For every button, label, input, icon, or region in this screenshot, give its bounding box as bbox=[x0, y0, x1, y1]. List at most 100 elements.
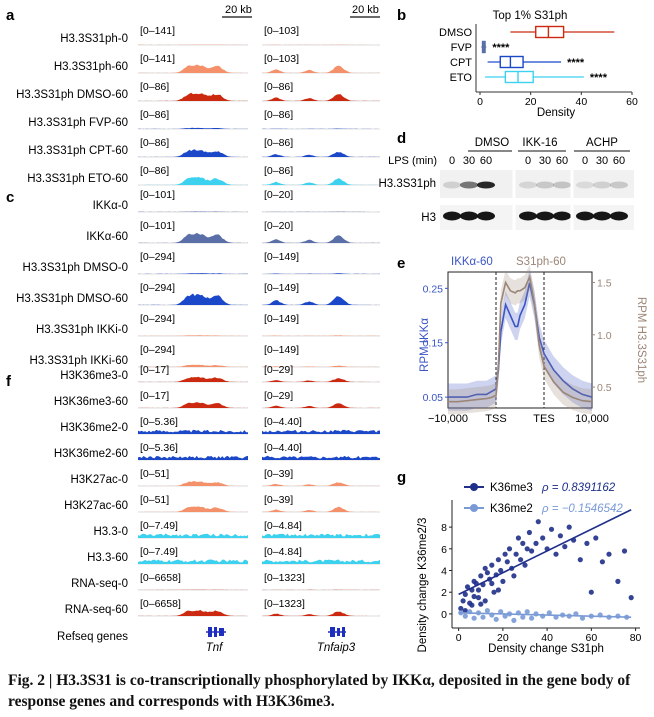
blot-band-s31ph bbox=[553, 181, 571, 189]
track-range-left: [0–17] bbox=[140, 390, 169, 402]
track-signal-right bbox=[262, 429, 380, 434]
track-range-left: [0–7.49] bbox=[140, 546, 178, 558]
track-range-right: [0–4.84] bbox=[264, 546, 302, 558]
g-point bbox=[480, 614, 486, 620]
track-range-left: [0–6658] bbox=[140, 572, 181, 584]
e-series-line bbox=[448, 274, 593, 403]
panel-letter-d: d bbox=[397, 130, 406, 147]
g-point bbox=[548, 526, 555, 532]
track-signal-left bbox=[138, 364, 248, 367]
g-point bbox=[489, 562, 495, 568]
g-point bbox=[462, 591, 468, 598]
g-legend-label: K36me2 bbox=[490, 503, 533, 515]
g-point bbox=[533, 611, 539, 617]
blot-band-s31ph bbox=[610, 181, 628, 189]
panel-c-tracks: IKKα-0 [0–101] [0–20] IKKα-60 [0–101] [0–20] H… bbox=[16, 189, 380, 368]
track-row: H3.3S31ph FVP-60 [0–86] [0–86] bbox=[28, 109, 380, 130]
track-row: H3K36me2-0 [0–5.36] [0–4.40] bbox=[60, 416, 380, 435]
e-right-tick-label: 1.5 bbox=[597, 277, 612, 289]
track-signal-right bbox=[262, 94, 380, 101]
track-row: H3.3S31ph IKKi-0 [0–294] [0–149] bbox=[36, 313, 380, 337]
track-range-left: [0–294] bbox=[140, 282, 175, 294]
g-point bbox=[471, 615, 477, 621]
timepoint-label: 30 bbox=[463, 155, 475, 167]
blot-band-h3 bbox=[610, 211, 628, 221]
track-label: H3.3S31ph DMSO-60 bbox=[16, 293, 128, 305]
e-x-tick-label: TES bbox=[533, 413, 554, 425]
track-row: H3.3-60 [0–7.49] [0–4.84] bbox=[87, 546, 380, 565]
g-point bbox=[504, 559, 510, 565]
g-point bbox=[462, 613, 468, 619]
g-point bbox=[529, 615, 535, 621]
track-range-right: [0–1323] bbox=[264, 598, 305, 610]
g-point bbox=[462, 608, 468, 614]
track-signal-left bbox=[138, 92, 248, 101]
panel-letter-c: c bbox=[6, 189, 14, 206]
blot-band-h3 bbox=[553, 211, 571, 221]
timepoint-label: 30 bbox=[539, 155, 551, 167]
track-signal-left bbox=[138, 64, 248, 73]
track-range-left: [0–101] bbox=[140, 189, 175, 201]
track-label: H3.3S31ph DMSO-0 bbox=[23, 262, 128, 274]
track-signal-right bbox=[262, 365, 380, 367]
track-range-right: [0–149] bbox=[264, 251, 299, 263]
e-left-tick-label: 0.15 bbox=[423, 338, 444, 350]
track-signal-right bbox=[262, 482, 380, 486]
g-point bbox=[621, 548, 628, 554]
timepoint-label: 0 bbox=[582, 155, 588, 167]
g-point bbox=[484, 570, 490, 576]
g-point bbox=[562, 544, 568, 550]
g-point bbox=[520, 540, 526, 547]
timepoint-label: 0 bbox=[525, 155, 531, 167]
track-range-left: [0–294] bbox=[140, 251, 175, 263]
g-point bbox=[502, 551, 508, 557]
track-label: H3.3S31ph IKKi-60 bbox=[30, 355, 128, 367]
blot-band-h3 bbox=[519, 211, 537, 221]
track-label: H3K36me2-60 bbox=[54, 448, 128, 460]
blot-label-s31ph: H3.3S31ph bbox=[378, 178, 436, 190]
panel-letter-b: b bbox=[397, 7, 406, 24]
track-range-left: [0–101] bbox=[140, 220, 175, 232]
track-range-left: [0–86] bbox=[140, 81, 169, 93]
track-signal-right bbox=[262, 335, 380, 336]
track-range-left: [0–51] bbox=[140, 468, 169, 480]
g-point bbox=[482, 598, 488, 604]
track-signal-right bbox=[262, 128, 380, 129]
track-row: H3.3S31ph ETO-60 [0–86] [0–86] bbox=[27, 165, 380, 186]
track-range-right: [0–39] bbox=[264, 468, 293, 480]
b-significance: **** bbox=[590, 72, 608, 84]
lps-label: LPS (min) bbox=[388, 155, 437, 167]
track-row: H3K36me3-60 [0–17] [0–29] bbox=[54, 390, 380, 409]
track-range-left: [0–17] bbox=[140, 364, 169, 376]
g-point bbox=[493, 616, 499, 622]
b-box bbox=[499, 55, 524, 69]
svg-text:20 kb: 20 kb bbox=[352, 4, 379, 16]
timepoint-label: 30 bbox=[596, 155, 608, 167]
g-point bbox=[478, 573, 484, 579]
track-row: H3K36me2-60 [0–5.36] [0–4.40] bbox=[54, 442, 380, 461]
g-point bbox=[526, 529, 533, 536]
track-range-right: [0–149] bbox=[264, 344, 299, 356]
g-point bbox=[495, 557, 501, 563]
e-left-tick-label: 0.25 bbox=[423, 283, 444, 295]
g-fit-line bbox=[458, 612, 632, 618]
g-point bbox=[478, 601, 484, 607]
track-signal-left bbox=[138, 149, 248, 157]
g-legend-rho: ρ = −0.1546542 bbox=[541, 503, 623, 515]
gene-model-tnfaip3: Tnfaip3 bbox=[317, 627, 356, 654]
track-row: H3K27ac-60 [0–51] [0–39] bbox=[64, 494, 380, 513]
track-signal-right bbox=[262, 403, 380, 408]
track-signal-left bbox=[138, 211, 248, 212]
track-range-left: [0–5.36] bbox=[140, 416, 178, 428]
track-signal-left bbox=[138, 455, 248, 460]
g-legend-rho: ρ = 0.8391162 bbox=[541, 482, 616, 494]
g-point bbox=[557, 533, 564, 539]
track-signal-right bbox=[262, 533, 380, 538]
g-point bbox=[599, 559, 606, 565]
scalebar-right: 20 kb bbox=[350, 4, 380, 18]
g-x-tick-label: 0 bbox=[456, 632, 462, 644]
track-signal-left bbox=[138, 481, 248, 486]
e-ylabel-right: RPM H3.3S31ph bbox=[635, 297, 647, 383]
panel-b-xlabel: Density bbox=[537, 107, 576, 119]
figure-canvas: a b c d e f g 20 kb 20 kb H3.3S31ph-0 [0–… bbox=[6, 4, 647, 655]
